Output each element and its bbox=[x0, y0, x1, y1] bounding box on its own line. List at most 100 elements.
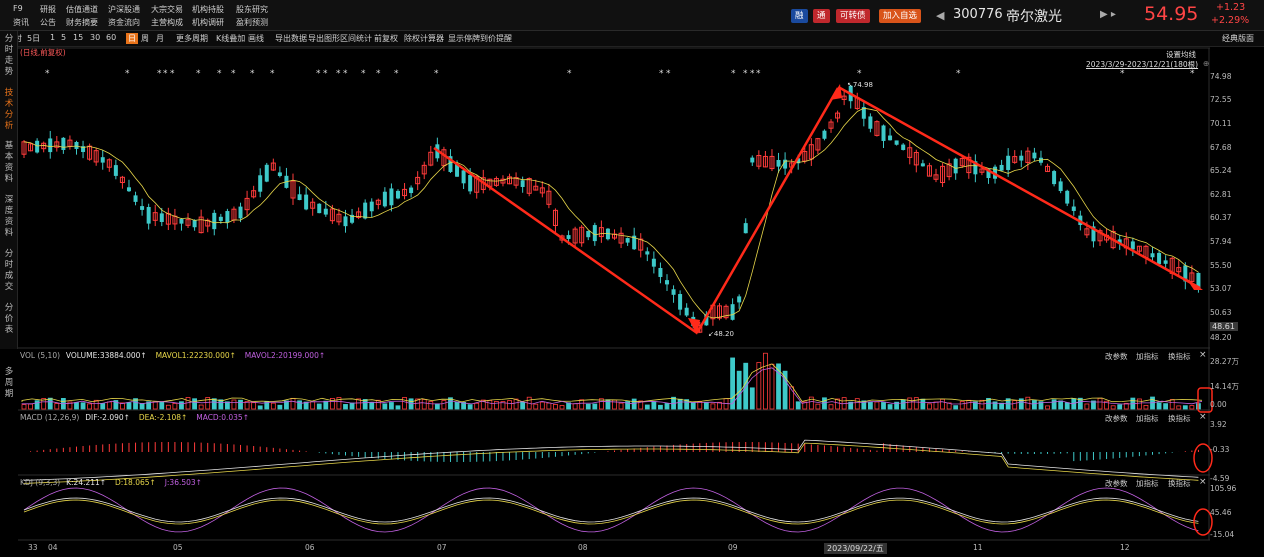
top-nav-item[interactable]: 资金流向 bbox=[108, 18, 140, 27]
toolbar-item[interactable]: 周 bbox=[141, 34, 149, 43]
toolbar-item[interactable]: 日 bbox=[126, 33, 138, 44]
candle-down bbox=[730, 304, 735, 320]
toolbar-item[interactable]: 1 bbox=[50, 33, 56, 42]
vol-swap-indicator-button[interactable]: 换指标 bbox=[1168, 352, 1191, 361]
vol-param-button[interactable]: 改参数 bbox=[1105, 352, 1128, 361]
header-badge[interactable]: 可转债 bbox=[836, 9, 870, 23]
multi-period-tab[interactable]: 多周期 bbox=[4, 367, 14, 399]
header-badge[interactable]: 加入自选 bbox=[879, 9, 922, 23]
toolbar-item[interactable]: 显示停牌 bbox=[448, 34, 480, 43]
top-nav-item[interactable]: 公告 bbox=[40, 18, 56, 27]
volume-bar bbox=[218, 399, 224, 410]
top-nav-item[interactable]: 机构持股 bbox=[192, 5, 224, 14]
toolbar-item[interactable]: 更多周期 bbox=[176, 34, 208, 43]
toolbar-item[interactable]: 5 bbox=[61, 33, 67, 42]
toolbar-item[interactable]: 除权计算器 bbox=[404, 34, 444, 43]
volume-bar bbox=[192, 398, 197, 410]
sidebar-item[interactable]: 基本资料 bbox=[4, 141, 14, 184]
toolbar-item[interactable]: 导出图形 bbox=[308, 34, 340, 43]
sidebar-item[interactable]: 分时成交 bbox=[4, 249, 14, 292]
event-star-marker: * bbox=[756, 69, 761, 79]
candle-down bbox=[343, 216, 348, 227]
top-nav-item[interactable]: 资讯 bbox=[13, 18, 29, 27]
volume-bar bbox=[684, 399, 690, 410]
volume-bar bbox=[808, 396, 814, 410]
j-line bbox=[23, 487, 1199, 533]
candle-down bbox=[658, 267, 663, 277]
macd-header: MACD (12,26,9) DIF:-2.090↑ DEA:-2.108↑ M… bbox=[20, 413, 249, 423]
top-nav-item[interactable]: 主营构成 bbox=[151, 18, 183, 27]
sidebar-item[interactable]: 分时走势 bbox=[4, 34, 14, 77]
volume-bar bbox=[224, 401, 230, 410]
candle-up bbox=[402, 188, 408, 197]
volume-bar bbox=[644, 404, 650, 410]
toolbar-item[interactable]: 5日 bbox=[27, 34, 41, 43]
range-label[interactable]: 2023/3/29-2023/12/21(180根) bbox=[1086, 60, 1199, 69]
volume-bar bbox=[612, 399, 617, 410]
toolbar-item[interactable]: 30 bbox=[90, 33, 101, 42]
candle-down bbox=[586, 230, 591, 238]
top-nav-item[interactable]: 估值通道 bbox=[66, 5, 98, 14]
header-badge[interactable]: 融 bbox=[791, 9, 808, 23]
highlight-vol-box bbox=[1197, 387, 1213, 413]
toolbar-item[interactable]: 月 bbox=[156, 34, 164, 43]
top-nav-item[interactable]: 沪深股通 bbox=[108, 5, 140, 14]
event-star-marker: * bbox=[270, 69, 275, 79]
sidebar-item[interactable]: 深度资料 bbox=[4, 195, 14, 238]
next-stock-icon[interactable]: ▶ ▸ bbox=[1100, 9, 1116, 20]
top-nav-item[interactable]: 研报 bbox=[40, 5, 56, 14]
toolbar-item[interactable]: 到价提醒 bbox=[480, 34, 512, 43]
volume-bar bbox=[251, 402, 257, 410]
top-nav-item[interactable]: 机构调研 bbox=[192, 18, 224, 27]
prev-stock-icon[interactable]: ◀ bbox=[936, 9, 945, 22]
candle-down bbox=[61, 137, 66, 150]
toolbar-item[interactable]: 导出数据 bbox=[275, 34, 307, 43]
layout-button[interactable]: 经典版面 bbox=[1222, 34, 1254, 43]
sidebar-item[interactable]: 分价表 bbox=[4, 303, 14, 335]
kdj-swap-indicator-button[interactable]: 换指标 bbox=[1168, 479, 1191, 488]
toolbar-item[interactable]: 60 bbox=[106, 33, 117, 42]
kdj-close-icon[interactable]: × bbox=[1199, 477, 1207, 487]
toolbar-item[interactable]: 区间统计 bbox=[340, 34, 372, 43]
macd-add-indicator-button[interactable]: 加指标 bbox=[1136, 414, 1159, 423]
top-nav-item[interactable]: 股东研究 bbox=[236, 5, 268, 14]
candle-down bbox=[1130, 241, 1135, 250]
volume-bar bbox=[74, 402, 79, 410]
candle-up bbox=[552, 209, 558, 226]
top-nav-item[interactable]: F9 bbox=[13, 4, 23, 13]
kdj-param-button[interactable]: 改参数 bbox=[1105, 479, 1128, 488]
volume-bar bbox=[336, 397, 342, 410]
macd-param-button[interactable]: 改参数 bbox=[1105, 414, 1128, 423]
top-nav-item[interactable]: 财务摘要 bbox=[66, 18, 98, 27]
volume-bar bbox=[179, 401, 184, 410]
vol-close-icon[interactable]: × bbox=[1199, 350, 1207, 360]
candle-up bbox=[546, 190, 552, 205]
volume-bar bbox=[165, 404, 171, 410]
volume-bar bbox=[992, 401, 998, 410]
vol-add-indicator-button[interactable]: 加指标 bbox=[1136, 352, 1159, 361]
candle-down bbox=[953, 158, 958, 174]
top-nav-item[interactable]: 大宗交易 bbox=[151, 5, 183, 14]
kdj-add-indicator-button[interactable]: 加指标 bbox=[1136, 479, 1159, 488]
candle-up bbox=[966, 156, 972, 174]
toolbar-item[interactable]: 前复权 bbox=[374, 34, 398, 43]
toolbar-item[interactable]: K线叠加 bbox=[216, 34, 246, 43]
top-nav-item[interactable]: 盈利预测 bbox=[236, 18, 268, 27]
candle-up bbox=[493, 178, 499, 186]
candle-up bbox=[959, 157, 965, 167]
candle-down bbox=[81, 146, 86, 152]
ma-setting-button[interactable]: 设置均线 bbox=[1166, 50, 1196, 59]
toolbar-item[interactable]: 画线 bbox=[248, 34, 264, 43]
toolbar-item[interactable]: 15 bbox=[73, 33, 84, 42]
header-badge[interactable]: 通 bbox=[813, 9, 830, 23]
volume-bar bbox=[474, 402, 480, 410]
macd-swap-indicator-button[interactable]: 换指标 bbox=[1168, 414, 1191, 423]
volume-bar bbox=[323, 400, 329, 410]
sidebar-item[interactable]: 技术分析 bbox=[4, 88, 14, 131]
range-toggle-icon[interactable]: ⊕ bbox=[1203, 59, 1210, 68]
volume-bar bbox=[697, 401, 703, 410]
event-star-marker: * bbox=[361, 69, 366, 79]
macd-close-icon[interactable]: × bbox=[1199, 412, 1207, 422]
macd-y-tick: -4.59 bbox=[1210, 474, 1230, 483]
